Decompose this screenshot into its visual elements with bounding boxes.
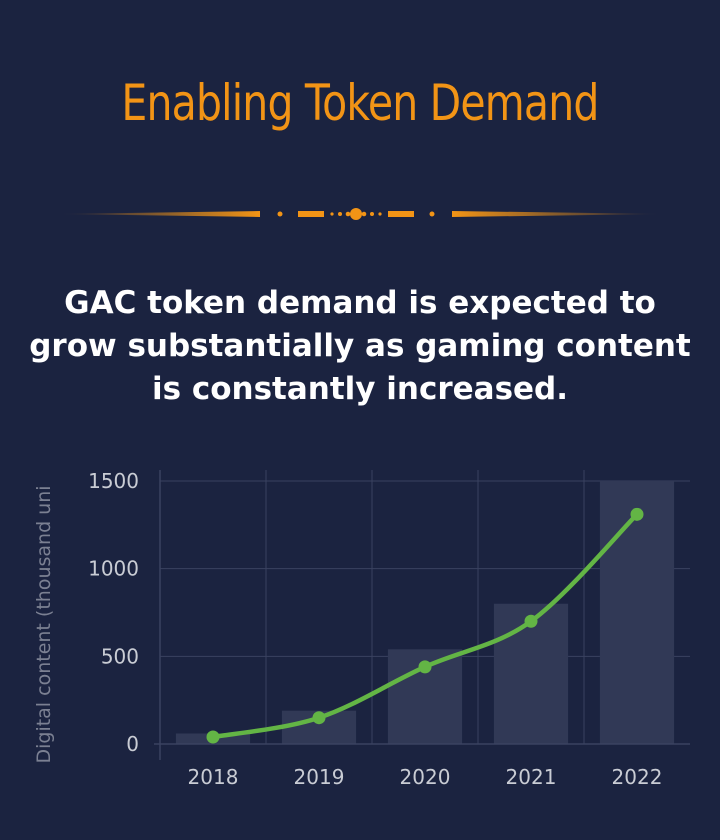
line-point: [524, 614, 538, 628]
y-tick-label: 1000: [88, 557, 139, 581]
ornamental-divider: [60, 208, 660, 220]
line-point: [206, 730, 220, 744]
bar: [599, 481, 675, 744]
y-tick-label: 500: [101, 644, 139, 668]
y-tick-label: 0: [126, 732, 139, 756]
demand-chart: 0 500 1000 1500 2018 2019 2020 2021 2022 Digital …: [33, 469, 690, 789]
x-tick-label: 2019: [294, 765, 345, 789]
x-tick-label: 2022: [612, 765, 663, 789]
line-point: [630, 507, 644, 521]
x-tick-label: 2020: [400, 765, 451, 789]
x-tick-label: 2018: [188, 765, 239, 789]
line-point: [312, 711, 326, 725]
line-point: [418, 660, 432, 674]
y-tick-label: 1500: [88, 469, 139, 493]
y-axis-label: Digital content (thousand uni: [33, 485, 55, 763]
subtitle: GAC token demand is expected to grow sub…: [29, 285, 691, 407]
page-title: Enabling Token Demand: [121, 74, 599, 132]
x-tick-label: 2021: [506, 765, 557, 789]
